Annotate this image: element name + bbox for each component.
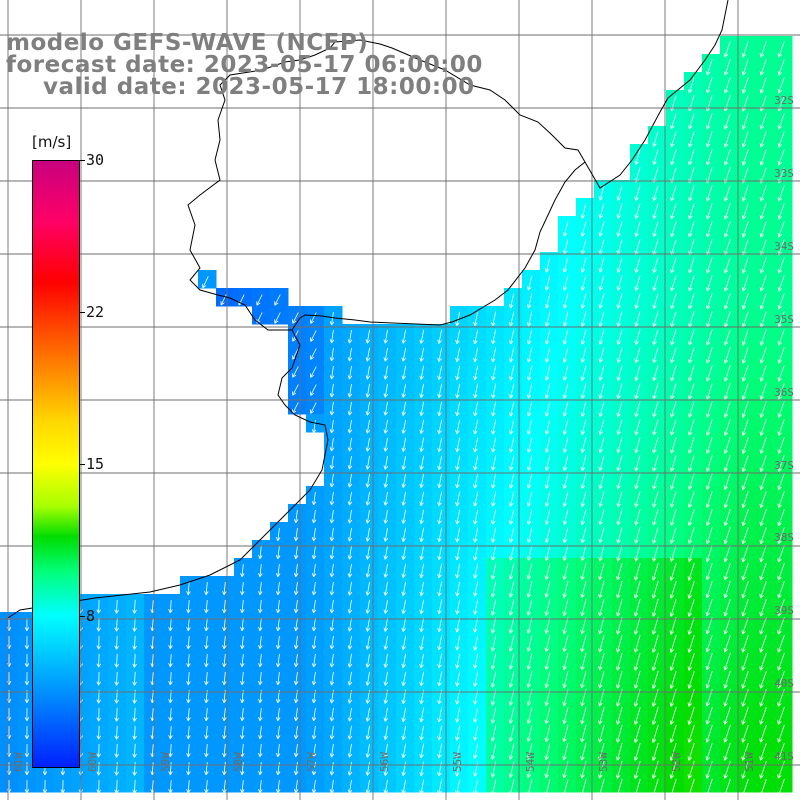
- lat-label: 40S: [774, 677, 794, 690]
- lat-label: 39S: [774, 604, 794, 617]
- lon-label: 53W: [597, 752, 610, 772]
- lat-label: 41S: [774, 750, 794, 763]
- colorbar-tick-label: 8: [86, 607, 95, 625]
- lon-label: 61W: [12, 752, 25, 772]
- lat-label: 32S: [774, 94, 794, 107]
- lon-label: 51W: [743, 752, 756, 772]
- lat-label: 34S: [774, 240, 794, 253]
- colorbar-tickmark: [79, 464, 85, 465]
- colorbar-tickmark: [79, 160, 85, 161]
- colorbar-unit-label: [m/s]: [32, 133, 71, 151]
- lon-label: 52W: [670, 752, 683, 772]
- lon-label: 54W: [524, 752, 537, 772]
- lon-label: 59W: [159, 752, 172, 772]
- colorbar: [32, 160, 80, 768]
- lon-label: 55W: [451, 752, 464, 772]
- lon-label: 57W: [305, 752, 318, 772]
- colorbar-tick-label: 30: [86, 151, 104, 169]
- colorbar-tickmark: [79, 312, 85, 313]
- lat-label: 35S: [774, 313, 794, 326]
- valid-date: valid date: 2023-05-17 18:00:00: [43, 75, 475, 99]
- lat-label: 37S: [774, 459, 794, 472]
- lon-label: 60W: [86, 752, 99, 772]
- lat-label: 33S: [774, 167, 794, 180]
- colorbar-tick-label: 22: [86, 303, 104, 321]
- lon-label: 56W: [378, 752, 391, 772]
- colorbar-tickmark: [79, 616, 85, 617]
- colorbar-tick-label: 15: [86, 455, 104, 473]
- lat-label: 38S: [774, 531, 794, 544]
- lon-label: 58W: [232, 752, 245, 772]
- lat-label: 36S: [774, 386, 794, 399]
